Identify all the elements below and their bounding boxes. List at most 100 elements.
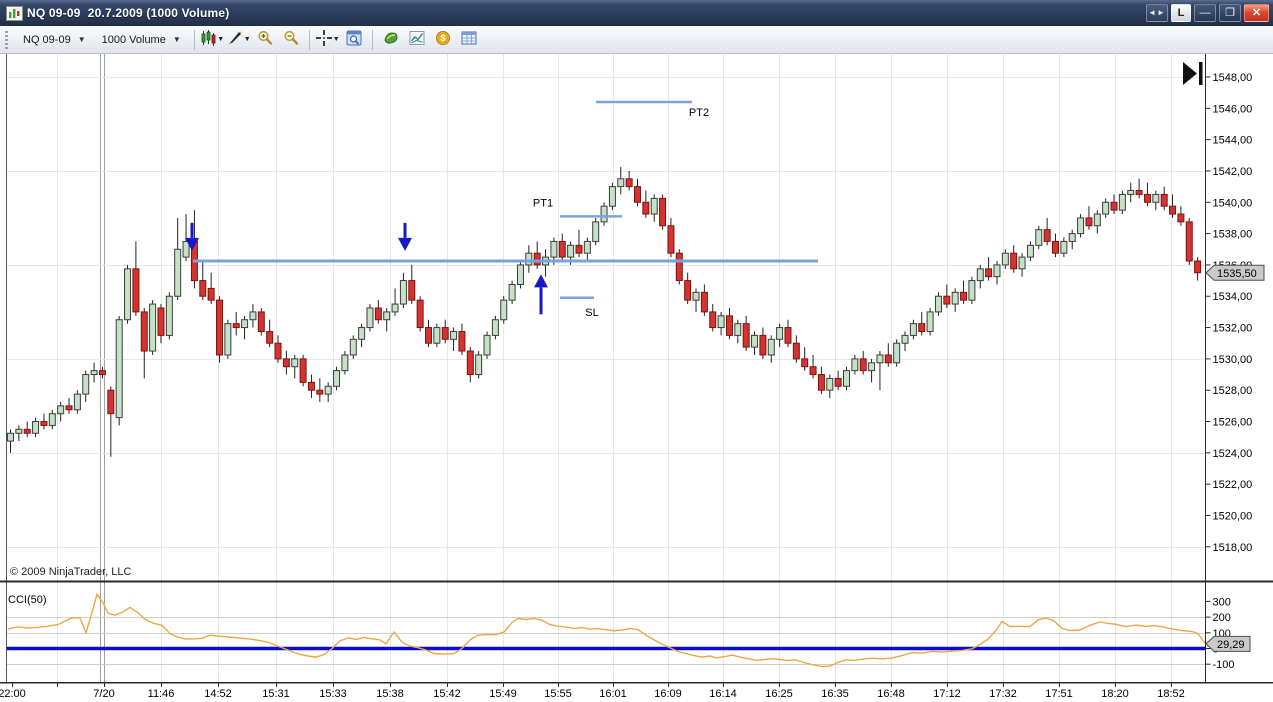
candle — [450, 330, 458, 340]
candle — [608, 186, 616, 207]
close-button[interactable]: ✕ — [1244, 4, 1269, 22]
candle — [15, 428, 23, 434]
candle — [968, 280, 976, 301]
drawing-tools-button[interactable]: ▼ — [227, 29, 251, 51]
price-axis[interactable]: 1548,00 1546,00 1544,00 1542,00 1540,00 1538,… — [1205, 54, 1253, 682]
candle — [483, 334, 491, 356]
candle — [583, 240, 591, 254]
trade-annotations-layer[interactable]: PT2 PT1 SL — [185, 100, 818, 319]
time-tick-label: 17:32 — [989, 688, 1017, 700]
candle — [558, 240, 566, 258]
candle — [1060, 240, 1068, 254]
candle — [441, 327, 449, 340]
candle — [341, 354, 349, 372]
candle — [383, 311, 391, 321]
interval-selector[interactable]: 1000 Volume ▼ — [95, 30, 188, 50]
crosshair-button[interactable]: ▼ — [315, 29, 340, 51]
candle — [349, 338, 357, 356]
buy-arrow-icon — [534, 274, 548, 288]
price-tick-label: 1540,00 — [1213, 197, 1253, 209]
zoom-out-button[interactable] — [279, 29, 303, 51]
toolbar-separator — [308, 29, 310, 50]
candle — [1026, 244, 1034, 258]
price-tick-label: 1546,00 — [1213, 103, 1253, 115]
time-axis[interactable]: 22:00 7/20 11:46 14:52 15:31 15:33 15:38 15:42 1… — [0, 681, 1273, 700]
candle — [725, 315, 733, 336]
candle — [667, 225, 675, 254]
candle — [7, 432, 14, 442]
candle — [1035, 229, 1043, 246]
chart-properties-button[interactable] — [342, 29, 366, 51]
instrument-link-button[interactable]: ◄► — [1146, 4, 1168, 22]
candle — [408, 280, 416, 301]
candle — [316, 389, 324, 395]
maximize-button[interactable]: ❐ — [1219, 4, 1241, 22]
candle — [700, 291, 708, 313]
candle — [1118, 193, 1126, 211]
candle — [734, 323, 742, 336]
close-icon: ✕ — [1251, 6, 1262, 19]
time-tick-label: 18:52 — [1157, 688, 1185, 700]
candle — [926, 311, 934, 332]
svg-text:$: $ — [440, 33, 445, 43]
candle — [893, 342, 901, 364]
price-tick-label: 1524,00 — [1213, 448, 1253, 460]
time-tick-label: 15:49 — [489, 688, 517, 700]
time-tick-label: 15:42 — [433, 688, 461, 700]
candle — [124, 268, 132, 321]
chart-canvas[interactable]: PT2 PT1 SL CCI(50) © 2009 NinjaTrader, LLC 15… — [0, 54, 1273, 702]
candle — [934, 295, 942, 313]
candle — [299, 358, 307, 383]
candle — [399, 280, 407, 305]
candle — [826, 377, 834, 391]
price-tick-label: 1544,00 — [1213, 135, 1253, 147]
strategies-button[interactable] — [405, 29, 429, 51]
time-tick-label: 15:55 — [544, 688, 572, 700]
data-grid-button[interactable] — [457, 29, 481, 51]
candle — [115, 319, 123, 419]
toolbar-grip[interactable] — [5, 30, 8, 49]
time-tick-label: 15:38 — [376, 688, 404, 700]
last-price-marker-text: 1535,50 — [1217, 268, 1257, 280]
candle — [57, 405, 65, 415]
candle — [1127, 190, 1135, 195]
candle — [742, 323, 750, 348]
price-tick-label: 1530,00 — [1213, 354, 1253, 366]
cci-tick-label: -100 — [1213, 659, 1235, 671]
minimize-icon: — — [1199, 6, 1211, 19]
cci-value-marker-text: 29,29 — [1217, 639, 1245, 651]
minimize-button[interactable]: — — [1194, 4, 1216, 22]
candle — [1194, 260, 1202, 274]
zoom-out-icon — [283, 30, 299, 49]
candle — [73, 393, 81, 411]
sell-arrow-icon — [190, 222, 194, 238]
candle — [98, 370, 106, 376]
link-button[interactable]: L — [1171, 4, 1191, 22]
candle — [23, 428, 31, 434]
candle — [324, 385, 332, 395]
candle — [466, 350, 474, 376]
candle — [943, 295, 951, 305]
chart-lines-icon — [409, 30, 425, 49]
candle — [1102, 201, 1110, 215]
chart-style-button[interactable]: ▼ — [201, 29, 225, 51]
time-tick-label: 15:31 — [262, 688, 290, 700]
zoom-in-button[interactable] — [253, 29, 277, 51]
candle — [985, 268, 993, 278]
account-data-button[interactable]: $ — [431, 29, 455, 51]
instrument-selector[interactable]: NQ 09-09 ▼ — [16, 30, 93, 50]
price-tick-label: 1528,00 — [1213, 385, 1253, 397]
chevron-down-icon: ▼ — [172, 35, 181, 44]
candle — [140, 311, 148, 352]
copyright-label: © 2009 NinjaTrader, LLC — [10, 566, 131, 578]
candle — [249, 311, 257, 321]
candle — [868, 362, 876, 372]
sell-arrow-icon — [403, 222, 407, 238]
titlebar[interactable]: NQ 09-09 20.7.2009 (1000 Volume) ◄► L — … — [0, 0, 1273, 26]
candle — [1077, 217, 1085, 235]
indicators-button[interactable] — [379, 29, 403, 51]
window-controls: ◄► L — ❐ ✕ — [1146, 4, 1269, 22]
go-to-end-icon[interactable] — [1183, 62, 1203, 85]
candle — [282, 358, 290, 368]
